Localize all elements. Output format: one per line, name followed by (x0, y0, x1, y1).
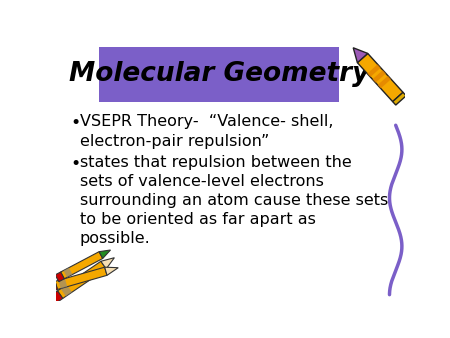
Polygon shape (55, 272, 64, 282)
Polygon shape (353, 48, 368, 63)
Polygon shape (51, 291, 63, 303)
Text: VSEPR Theory-  “Valence- shell,
electron-pair repulsion”: VSEPR Theory- “Valence- shell, electron-… (80, 115, 333, 149)
Text: Molecular Geometry: Molecular Geometry (69, 62, 369, 88)
Polygon shape (357, 53, 403, 102)
Polygon shape (101, 258, 114, 269)
Polygon shape (61, 285, 72, 296)
Polygon shape (99, 250, 111, 259)
Polygon shape (55, 267, 107, 289)
Text: •: • (70, 154, 81, 172)
Polygon shape (49, 281, 58, 291)
Polygon shape (58, 279, 67, 289)
Polygon shape (373, 70, 386, 83)
Polygon shape (367, 64, 381, 77)
FancyBboxPatch shape (99, 47, 339, 102)
Polygon shape (63, 268, 72, 277)
Polygon shape (105, 267, 118, 275)
Polygon shape (61, 252, 103, 279)
Text: states that repulsion between the
sets of valence-level electrons
surrounding an: states that repulsion between the sets o… (80, 154, 388, 246)
Polygon shape (378, 76, 391, 89)
Text: •: • (70, 115, 81, 132)
Polygon shape (393, 92, 406, 105)
Polygon shape (58, 261, 106, 298)
